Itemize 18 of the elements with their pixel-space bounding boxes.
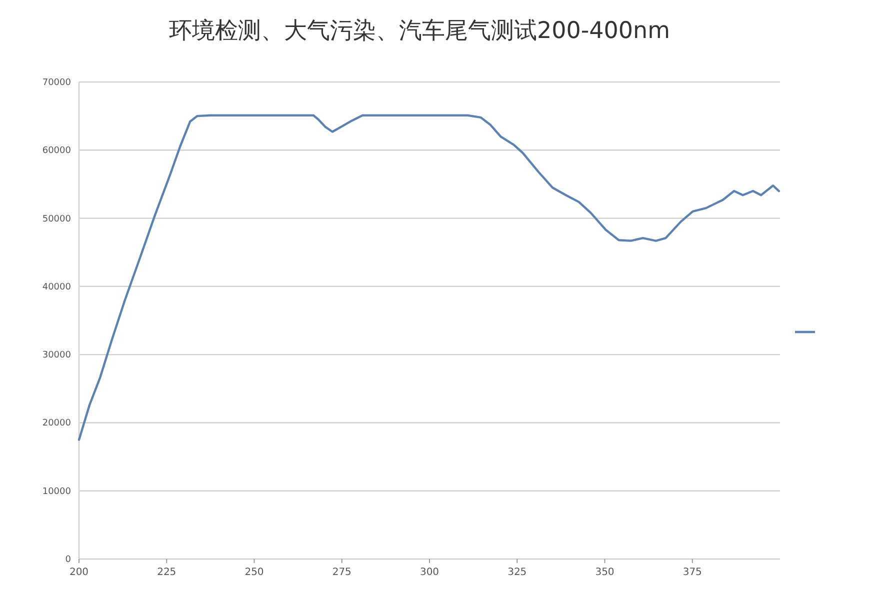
x-tick-label: 375 [682,567,702,578]
y-tick-label: 50000 [42,214,72,224]
x-tick-label: 275 [332,567,352,578]
x-tick-label: 250 [244,567,264,578]
y-tick-label: 40000 [42,282,72,292]
y-tick-label: 20000 [42,418,72,429]
x-tick-label: 200 [69,567,89,578]
chart-title: 环境检测、大气污染、汽车尾气测试200-400nm [168,18,670,44]
line-series [78,114,780,441]
x-tick-label: 300 [420,567,440,578]
x-tick-label: 350 [595,567,614,578]
x-tick-label: 325 [508,567,527,578]
y-tick-label: 60000 [42,146,72,156]
y-tick-label: 70000 [42,78,72,88]
y-tick-label: 0 [65,555,72,565]
y-tick-label: 10000 [42,486,72,497]
x-tick-label: 225 [157,567,176,578]
y-tick-label: 30000 [42,350,72,361]
